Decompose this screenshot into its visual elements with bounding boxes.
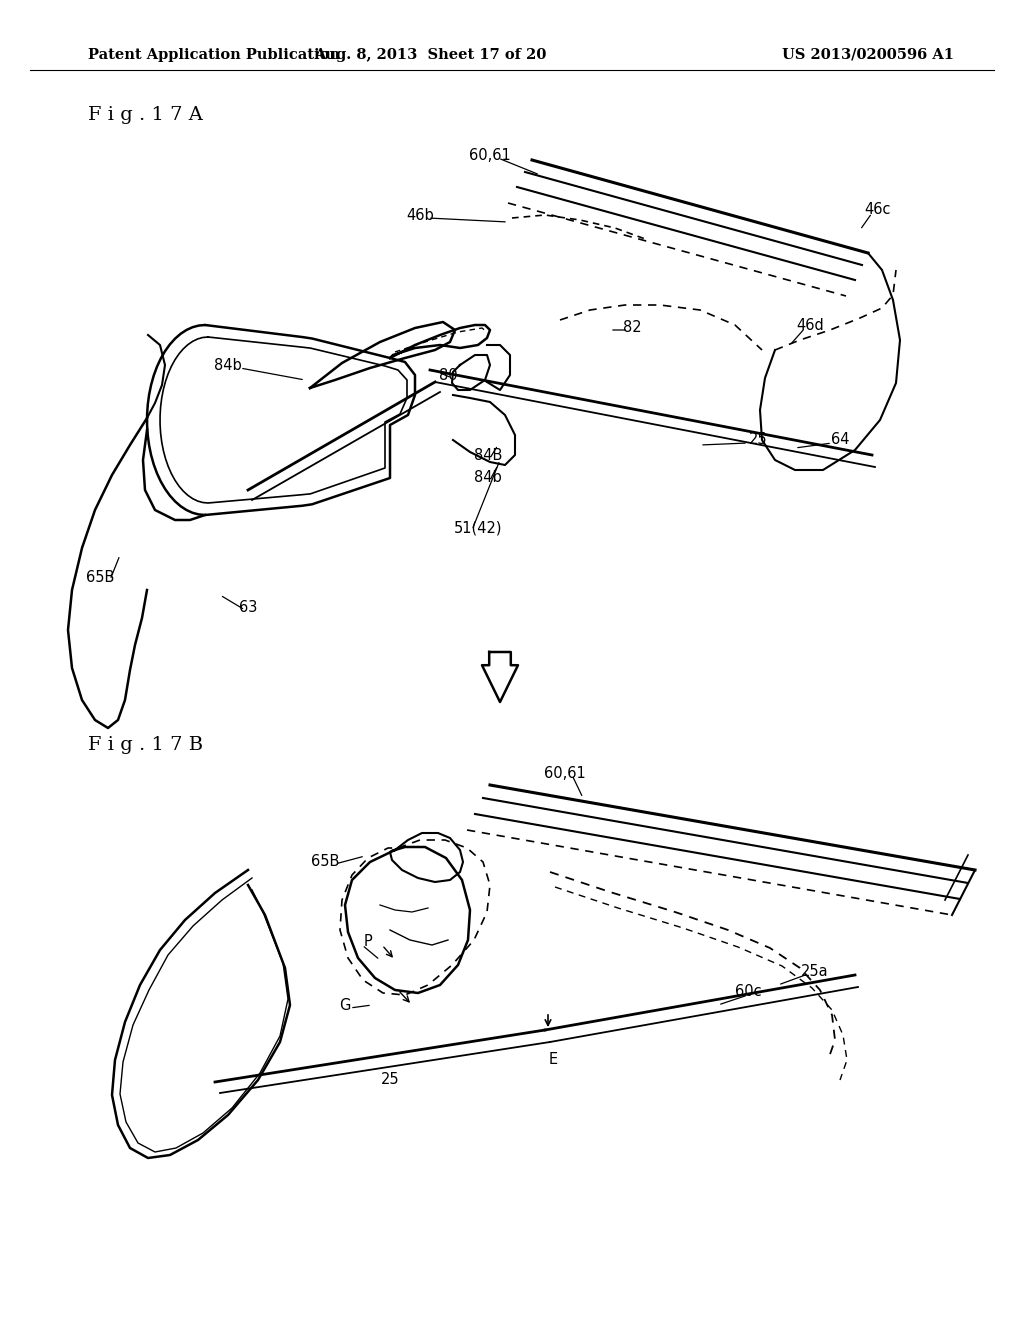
Text: 80: 80 [438,367,458,383]
Text: 84b: 84b [214,358,242,372]
Text: F i g . 1 7 B: F i g . 1 7 B [88,737,203,754]
Text: 51(42): 51(42) [454,520,502,536]
Text: 65B: 65B [86,570,115,586]
Text: 63: 63 [239,601,257,615]
Text: 46b: 46b [407,207,434,223]
Text: 82: 82 [623,321,641,335]
Text: 64: 64 [830,433,849,447]
Text: 60,61: 60,61 [469,148,511,162]
Text: P: P [364,935,373,949]
Text: 25a: 25a [801,965,828,979]
Text: 84b: 84b [474,470,502,486]
Text: 65B: 65B [311,854,339,870]
Text: Patent Application Publication: Patent Application Publication [88,48,340,62]
Text: 25: 25 [749,433,767,447]
Text: 46d: 46d [796,318,824,333]
Text: F i g . 1 7 A: F i g . 1 7 A [88,106,203,124]
Text: Aug. 8, 2013  Sheet 17 of 20: Aug. 8, 2013 Sheet 17 of 20 [313,48,546,62]
Text: 84B: 84B [474,447,502,462]
Text: 25: 25 [381,1072,399,1088]
Text: 60,61: 60,61 [544,766,586,780]
Text: E: E [549,1052,557,1068]
Text: US 2013/0200596 A1: US 2013/0200596 A1 [782,48,954,62]
Text: 46c: 46c [864,202,891,218]
Text: 60c: 60c [734,985,761,999]
Text: G: G [339,998,350,1012]
Polygon shape [482,652,518,702]
